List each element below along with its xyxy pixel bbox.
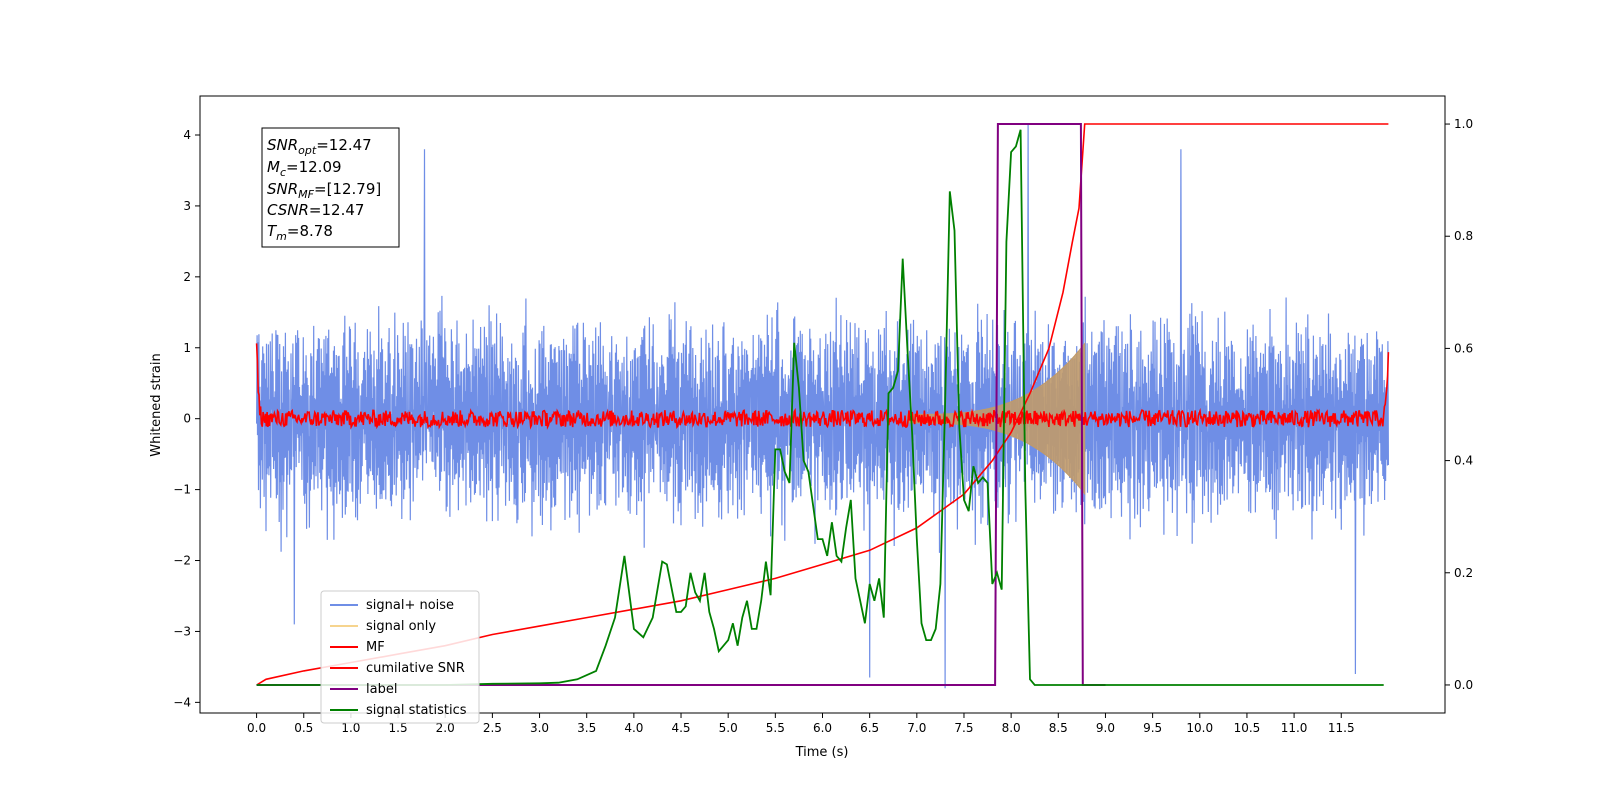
x-tick-label: 9.0: [1096, 721, 1115, 735]
x-axis: 0.0 0.5 1.0 1.5 2.0 2.5 3.0 3.5 4.0 4.5 5.0 5.5 6.0 6…: [247, 713, 1355, 735]
x-tick-label: 2.0: [436, 721, 455, 735]
legend-label: label: [366, 682, 397, 697]
y-tick-label: 4: [183, 128, 191, 142]
x-axis-label: Time (s): [795, 745, 849, 760]
legend-label: cumilative SNR: [366, 661, 465, 676]
x-tick-label: 11.0: [1281, 721, 1308, 735]
x-tick-label: 7.5: [954, 721, 973, 735]
y-tick-label: −1: [173, 483, 191, 497]
legend: signal+ noise signal only MF cumilative SNR…: [320, 590, 480, 724]
x-tick-label: 1.0: [341, 721, 360, 735]
x-tick-label: 4.0: [624, 721, 643, 735]
x-tick-label: 1.5: [389, 721, 408, 735]
legend-label: signal+ noise: [366, 598, 454, 613]
y2-tick-label: 0.6: [1454, 341, 1473, 355]
y-tick-label: −2: [173, 554, 191, 568]
y2-tick-label: 1.0: [1454, 117, 1473, 131]
y2-tick-label: 0.4: [1454, 454, 1473, 468]
x-tick-label: 9.5: [1143, 721, 1162, 735]
y-axis-left: 4 3 2 1 0 −1 −2 −3 −4: [173, 128, 200, 709]
x-tick-label: 8.0: [1002, 721, 1021, 735]
x-tick-label: 8.5: [1049, 721, 1068, 735]
x-tick-label: 10.5: [1234, 721, 1261, 735]
x-tick-label: 3.5: [577, 721, 596, 735]
annotation-mc: Mc=12.09: [267, 158, 342, 179]
y-axis-label: Whitened strain: [149, 353, 164, 456]
annotation-box: SNRopt=12.47 Mc=12.09 SNRMF=[12.79] CSNR…: [261, 127, 400, 248]
y2-tick-label: 0.0: [1454, 678, 1473, 692]
legend-label: MF: [366, 640, 385, 655]
y-tick-label: 1: [183, 341, 191, 355]
x-tick-label: 0.0: [247, 721, 266, 735]
x-tick-label: 5.5: [766, 721, 785, 735]
x-tick-label: 10.0: [1186, 721, 1213, 735]
series-layer: [255, 123, 1390, 689]
x-tick-label: 6.0: [813, 721, 832, 735]
annotation-snr-mf: SNRMF=[12.79]: [267, 180, 381, 201]
y2-tick-label: 0.8: [1454, 229, 1473, 243]
y-tick-label: −4: [173, 695, 191, 709]
y2-tick-label: 0.2: [1454, 566, 1473, 580]
x-tick-label: 7.0: [907, 721, 926, 735]
y-axis-right: 1.0 0.8 0.6 0.4 0.2 0.0: [1445, 117, 1473, 692]
x-tick-label: 5.0: [719, 721, 738, 735]
y-tick-label: 3: [183, 199, 191, 213]
x-tick-label: 0.5: [294, 721, 313, 735]
annotation-tm: Tm=8.78: [267, 222, 333, 243]
x-tick-label: 6.5: [860, 721, 879, 735]
y-tick-label: 0: [183, 412, 191, 426]
legend-label: signal only: [366, 619, 436, 634]
x-tick-label: 3.0: [530, 721, 549, 735]
x-tick-label: 2.5: [483, 721, 502, 735]
x-tick-label: 4.5: [671, 721, 690, 735]
series-signal-statistics: [256, 129, 1384, 686]
annotation-csnr: CSNR=12.47: [267, 201, 364, 219]
y-tick-label: 2: [183, 270, 191, 284]
x-tick-label: 11.5: [1328, 721, 1355, 735]
y-tick-label: −3: [173, 624, 191, 638]
annotation-snr-opt: SNRopt=12.47: [267, 136, 372, 157]
series-signal-noise: [256, 124, 1389, 689]
plot-area: [199, 95, 1446, 714]
legend-label: signal statistics: [366, 703, 467, 718]
series-mf: [255, 343, 1390, 431]
